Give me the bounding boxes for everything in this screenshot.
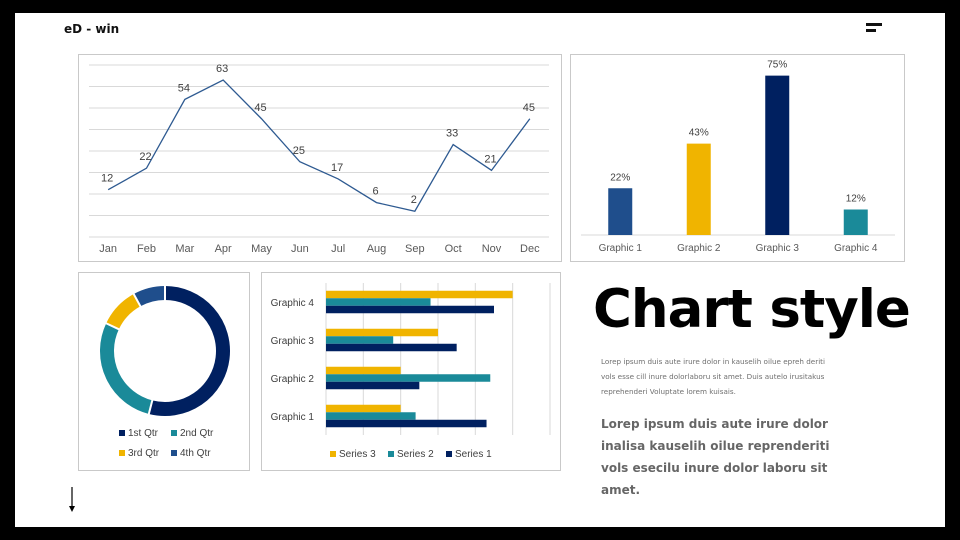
legend-swatch: [171, 430, 177, 436]
legend-swatch: [171, 450, 177, 456]
bar: [326, 419, 487, 428]
body-text-large: Lorep ipsum duis aute irure dolor inalis…: [601, 417, 830, 497]
data-label: 22%: [610, 172, 630, 183]
legend-swatch: [119, 430, 125, 436]
legend-swatch: [330, 451, 336, 457]
data-label: 33: [446, 128, 458, 140]
slice-separator: [132, 292, 142, 308]
x-tick-label: Mar: [175, 243, 194, 255]
bar: [326, 305, 494, 314]
page-title: Chart style: [593, 279, 911, 340]
bar: [326, 336, 394, 344]
bar: [326, 412, 416, 420]
slide: eD - win 12 Jan 22 Feb 54 Mar 63 Apr 45 May 25 Jun 1…: [15, 13, 945, 527]
x-tick-label: Jul: [331, 243, 345, 255]
slice-separator: [104, 321, 121, 331]
x-tick-label: Graphic 3: [756, 243, 800, 254]
bar: [326, 366, 401, 375]
data-label: 22: [139, 151, 151, 163]
x-tick-label: Apr: [215, 243, 232, 255]
legend-label: Series 1: [455, 449, 492, 460]
line-chart-panel: 12 Jan 22 Feb 54 Mar 63 Apr 45 May 25 Jun 17 Jul 6 Aug 2…: [78, 54, 562, 262]
donut-slice: [100, 323, 153, 414]
donut-slice: [106, 294, 141, 330]
data-label: 75%: [767, 60, 787, 71]
x-tick-label: Graphic 2: [677, 243, 721, 254]
y-tick-label: Graphic 2: [271, 374, 315, 385]
x-tick-label: Aug: [367, 243, 387, 255]
data-label: 12: [101, 173, 113, 185]
data-label: 2: [411, 194, 417, 206]
x-tick-label: Feb: [137, 243, 156, 255]
data-label: 25: [293, 145, 305, 157]
x-tick-label: May: [251, 243, 272, 255]
x-tick-label: Nov: [482, 243, 502, 255]
legend-label: Series 2: [397, 449, 434, 460]
brand-label: eD - win: [64, 22, 120, 36]
data-label: 17: [331, 162, 343, 174]
x-tick-label: Sep: [405, 243, 425, 255]
donut-chart: 1st Qtr 2nd Qtr 3rd Qtr 4th Qtr: [100, 285, 230, 459]
data-label: 12%: [846, 194, 866, 205]
bar: [686, 143, 711, 235]
legend-label: 1st Qtr: [128, 428, 159, 439]
donut-slice: [148, 286, 230, 416]
legend-swatch: [119, 450, 125, 456]
hbar-chart-panel: Graphic 1 Graphic 2 Graphic 3 Graphic 4 Seri…: [261, 272, 561, 471]
x-tick-label: Jan: [99, 243, 117, 255]
bar: [326, 328, 438, 337]
legend-swatch: [446, 451, 452, 457]
data-label: 6: [372, 186, 378, 198]
bar-chart: 22% Graphic 1 43% Graphic 2 75% Graphic 3 12% G…: [581, 60, 895, 254]
legend-swatch: [388, 451, 394, 457]
bar: [326, 298, 431, 306]
data-label: 45: [254, 102, 266, 114]
bar: [326, 374, 491, 382]
body-text-small: Lorep ipsum duis aute irure dolor in kau…: [601, 357, 826, 396]
y-tick-label: Graphic 3: [271, 336, 315, 347]
legend-label: 3rd Qtr: [128, 448, 160, 459]
x-tick-label: Graphic 4: [834, 243, 878, 254]
horizontal-bar-chart: Graphic 1 Graphic 2 Graphic 3 Graphic 4 Seri…: [271, 283, 551, 460]
down-arrow-icon: [69, 487, 75, 512]
bar: [326, 290, 513, 299]
slice-separator: [147, 399, 154, 416]
data-label: 63: [216, 63, 228, 75]
x-tick-label: Oct: [445, 243, 462, 255]
data-label: 54: [178, 82, 190, 94]
x-tick-label: Graphic 1: [599, 243, 643, 254]
legend-label: 2nd Qtr: [180, 428, 214, 439]
bar: [326, 404, 401, 413]
data-label: 45: [523, 102, 535, 114]
data-label: 21: [484, 153, 496, 165]
bar-chart-panel: 22% Graphic 1 43% Graphic 2 75% Graphic 3 12% G…: [570, 54, 905, 262]
bar: [608, 188, 633, 235]
menu-icon[interactable]: [866, 23, 882, 35]
bar: [765, 75, 790, 235]
legend-label: 4th Qtr: [180, 448, 211, 459]
bar: [326, 343, 457, 352]
donut-slice: [133, 286, 166, 307]
x-tick-label: Jun: [291, 243, 309, 255]
legend-label: Series 3: [339, 449, 376, 460]
line-chart: 12 Jan 22 Feb 54 Mar 63 Apr 45 May 25 Jun 17 Jul 6 Aug 2…: [89, 63, 549, 255]
donut-chart-panel: 1st Qtr 2nd Qtr 3rd Qtr 4th Qtr: [78, 272, 250, 471]
x-tick-label: Dec: [520, 243, 540, 255]
bar: [326, 381, 420, 390]
data-label: 43%: [689, 128, 709, 139]
bar: [843, 209, 868, 235]
y-tick-label: Graphic 4: [271, 298, 315, 309]
y-tick-label: Graphic 1: [271, 412, 315, 423]
series-line: [107, 79, 531, 212]
